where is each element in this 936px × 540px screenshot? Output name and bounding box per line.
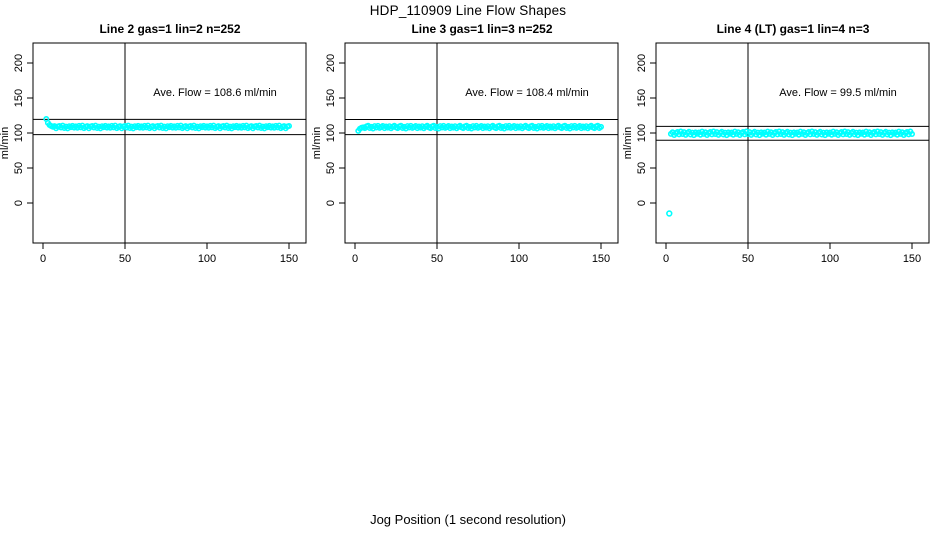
y-tick-label: 100 <box>13 124 25 142</box>
y-tick-label: 50 <box>13 162 25 174</box>
y-tick-label: 150 <box>636 89 648 107</box>
y-tick-label: 200 <box>325 54 337 72</box>
y-tick-label: 50 <box>636 162 648 174</box>
y-tick-label: 150 <box>325 89 337 107</box>
x-tick-label: 100 <box>510 253 528 265</box>
x-tick-label: 50 <box>431 253 443 265</box>
x-tick-label: 100 <box>198 253 216 265</box>
y-axis-label: ml/min <box>312 127 323 159</box>
x-tick-label: 50 <box>742 253 754 265</box>
data-points <box>355 122 604 134</box>
data-point <box>597 123 604 130</box>
ave-flow-annotation: Ave. Flow = 108.4 ml/min <box>465 87 589 99</box>
data-point <box>908 130 915 137</box>
x-tick-label: 0 <box>663 253 669 265</box>
y-axis-label: ml/min <box>0 127 11 159</box>
data-points <box>43 116 292 132</box>
x-tick-label: 150 <box>280 253 298 265</box>
plot-box <box>344 42 619 244</box>
ave-flow-annotation: Ave. Flow = 108.6 ml/min <box>153 87 277 99</box>
y-tick-label: 0 <box>636 200 648 206</box>
x-tick-label: 150 <box>903 253 921 265</box>
x-tick-label: 0 <box>352 253 358 265</box>
y-tick-label: 150 <box>13 89 25 107</box>
y-tick-label: 50 <box>325 162 337 174</box>
plot-box <box>32 42 307 244</box>
main-title: HDP_110909 Line Flow Shapes <box>369 3 567 18</box>
panel-1-plot: 0 50 100 150 0 50 100 150 200 ml/min Ave. Flow = 1… <box>0 42 307 265</box>
x-tick-label: 100 <box>821 253 839 265</box>
y-tick-label: 100 <box>636 124 648 142</box>
ave-flow-annotation: Ave. Flow = 99.5 ml/min <box>779 87 896 99</box>
x-tick-label: 150 <box>592 253 610 265</box>
panel-3-plot: 0 50 100 150 0 50 100 150 200 ml/min Ave. Flow = 9… <box>623 42 930 265</box>
plot-box <box>655 42 930 244</box>
data-points <box>666 128 915 217</box>
y-tick-label: 0 <box>13 200 25 206</box>
x-tick-label: 50 <box>119 253 131 265</box>
x-axis-label: Jog Position (1 second resolution) <box>370 512 566 527</box>
data-point <box>285 123 292 130</box>
y-tick-label: 200 <box>636 54 648 72</box>
y-axis-label: ml/min <box>623 127 634 159</box>
y-tick-label: 0 <box>325 200 337 206</box>
panel-1-title: Line 2 gas=1 lin=2 n=252 <box>99 22 241 36</box>
panel-3-title: Line 4 (LT) gas=1 lin=4 n=3 <box>716 22 870 36</box>
y-tick-label: 100 <box>325 124 337 142</box>
panel-2-title: Line 3 gas=1 lin=3 n=252 <box>411 22 553 36</box>
outlier-point <box>666 210 673 217</box>
y-tick-label: 200 <box>13 54 25 72</box>
x-tick-label: 0 <box>40 253 46 265</box>
panel-2-plot: 0 50 100 150 0 50 100 150 200 ml/min Ave. Flow = 1… <box>312 42 619 265</box>
